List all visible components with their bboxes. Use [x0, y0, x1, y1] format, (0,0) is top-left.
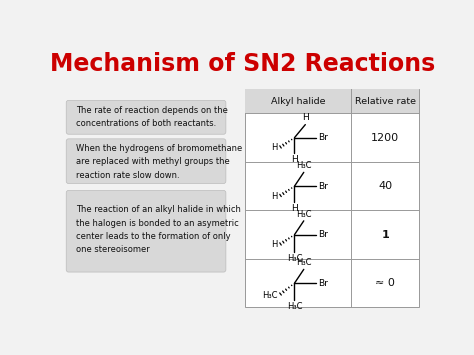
- Text: H₃C: H₃C: [296, 161, 311, 170]
- Text: The reaction of an alkyl halide in which
the halogen is bonded to an asymetric
c: The reaction of an alkyl halide in which…: [76, 206, 241, 254]
- Bar: [245, 89, 419, 114]
- Text: H: H: [271, 192, 277, 201]
- Text: H₃C: H₃C: [296, 209, 311, 219]
- Text: The rate of reaction depends on the
concentrations of both reactants.: The rate of reaction depends on the conc…: [76, 106, 228, 129]
- Text: Relative rate: Relative rate: [355, 97, 416, 106]
- FancyBboxPatch shape: [66, 139, 226, 184]
- Text: H₃C: H₃C: [296, 258, 311, 267]
- Text: Br: Br: [318, 182, 328, 191]
- Text: H₃C: H₃C: [262, 291, 277, 300]
- Text: Mechanism of SN2 Reactions: Mechanism of SN2 Reactions: [50, 52, 436, 76]
- Text: Alkyl halide: Alkyl halide: [271, 97, 326, 106]
- Bar: [245, 89, 419, 307]
- Text: 40: 40: [378, 181, 392, 191]
- Text: Br: Br: [318, 230, 328, 239]
- Text: 1200: 1200: [371, 133, 399, 143]
- FancyBboxPatch shape: [66, 190, 226, 272]
- Text: H: H: [271, 143, 277, 152]
- Text: When the hydrogens of bromomethane
are replaced with methyl groups the
reaction : When the hydrogens of bromomethane are r…: [76, 144, 243, 180]
- FancyBboxPatch shape: [66, 100, 226, 134]
- Text: H₃C: H₃C: [287, 254, 302, 263]
- Text: H: H: [291, 204, 298, 213]
- Text: ≈ 0: ≈ 0: [375, 278, 395, 288]
- Text: Br: Br: [318, 279, 328, 288]
- Text: H₃C: H₃C: [287, 302, 302, 311]
- Text: 1: 1: [381, 230, 389, 240]
- Text: H: H: [302, 113, 309, 122]
- Text: Br: Br: [318, 133, 328, 142]
- Text: H: H: [291, 155, 298, 164]
- Text: H: H: [271, 240, 277, 249]
